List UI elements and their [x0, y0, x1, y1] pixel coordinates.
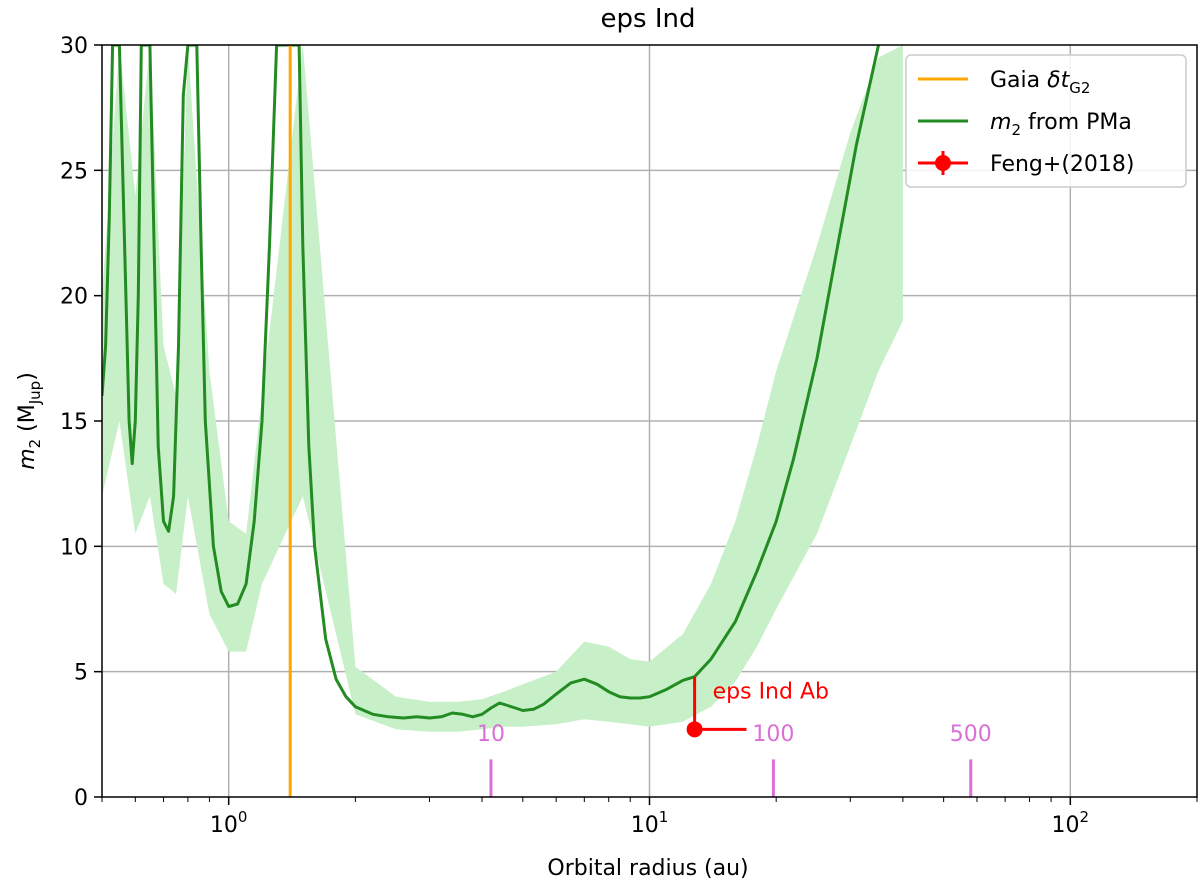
period-label: 100: [752, 722, 794, 747]
y-tick-label: 25: [60, 159, 88, 184]
legend-box: [905, 54, 1187, 188]
y-tick-label: 0: [74, 786, 88, 811]
y-tick-label: 20: [60, 285, 88, 310]
period-markers: 10 100 500: [477, 722, 992, 797]
legend-pma-label: m2 from PMa: [990, 110, 1132, 139]
x-tick-label: 101: [631, 808, 669, 838]
y-tick-label: 5: [74, 661, 88, 686]
y-axis-label: m2 (MJup): [15, 372, 44, 470]
feng-point-label: eps Ind Ab: [713, 680, 829, 705]
feng-data-point: [686, 721, 703, 738]
y-tick-label: 10: [60, 535, 88, 560]
pma-band: [102, 45, 903, 732]
chart-title: eps Ind: [601, 4, 696, 34]
pma-uncertainty-band: [102, 45, 903, 732]
pma-mass-line: [102, 45, 880, 720]
x-tick-label: 102: [1052, 808, 1090, 838]
y-tick-label: 30: [60, 34, 88, 59]
period-label: 500: [950, 722, 992, 747]
feng-point: eps Ind Ab: [686, 676, 829, 738]
period-label: 10: [477, 722, 505, 747]
y-tick-label: 15: [60, 410, 88, 435]
legend: Gaia δtG2 m2 from PMa Feng+(2018): [905, 54, 1187, 188]
series: [102, 45, 880, 797]
legend-gaia-label: Gaia δtG2: [990, 68, 1090, 97]
x-tick-label: 100: [210, 808, 248, 838]
legend-feng-marker: [935, 155, 951, 171]
axis-ticks: 0 5 10 15 20 25 30 100 101 102: [60, 34, 1198, 838]
legend-feng-label: Feng+(2018): [990, 152, 1134, 177]
x-axis-label: Orbital radius (au): [547, 856, 748, 881]
